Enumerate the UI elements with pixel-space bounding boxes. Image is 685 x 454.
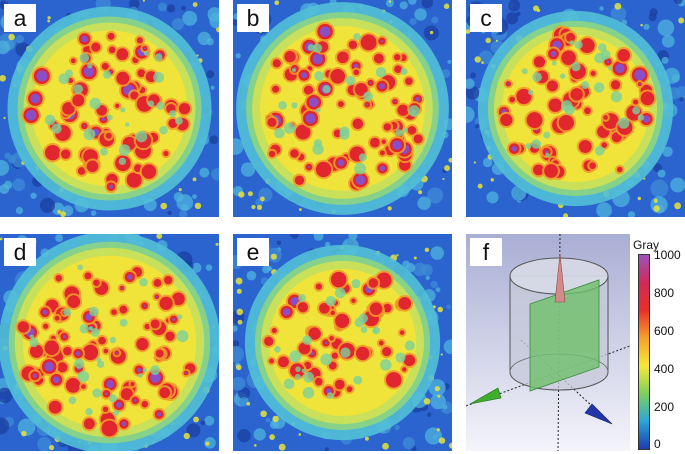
colorbar-tick-800: 800	[654, 286, 675, 300]
panel-label-e: e	[237, 238, 269, 266]
colorbar-tick-400: 400	[654, 362, 675, 376]
heatmap-c	[466, 0, 685, 217]
panel-label-a: a	[4, 4, 36, 32]
cylinder-scene	[466, 234, 630, 451]
panel-f: f Gray 1000 800 600 400 200 0	[466, 234, 685, 451]
colorbar	[638, 254, 650, 450]
panel-label-c: c	[470, 4, 502, 32]
panel-label-b: b	[237, 4, 269, 32]
panel-label-f: f	[470, 238, 502, 266]
colorbar-tick-200: 200	[654, 400, 675, 414]
cone-blue	[584, 403, 613, 425]
panel-a: a	[0, 0, 219, 217]
colorbar-tick-600: 600	[654, 324, 675, 338]
colorbar-title: Gray	[633, 238, 660, 252]
colorbar-tick-1000: 1000	[654, 248, 681, 262]
cone-green	[469, 387, 502, 405]
heatmap-b	[233, 0, 452, 217]
colorbar-tick-0: 0	[654, 437, 661, 451]
panel-b: b	[233, 0, 452, 217]
panel-c: c	[466, 0, 685, 217]
panel-label-d: d	[4, 238, 36, 266]
cone-up	[554, 253, 566, 303]
panel-d: d	[0, 234, 219, 451]
heatmap-d	[0, 234, 219, 451]
heatmap-a	[0, 0, 219, 217]
heatmap-e	[233, 234, 452, 451]
cross-section-plane	[529, 279, 600, 392]
panel-e: e	[233, 234, 452, 451]
